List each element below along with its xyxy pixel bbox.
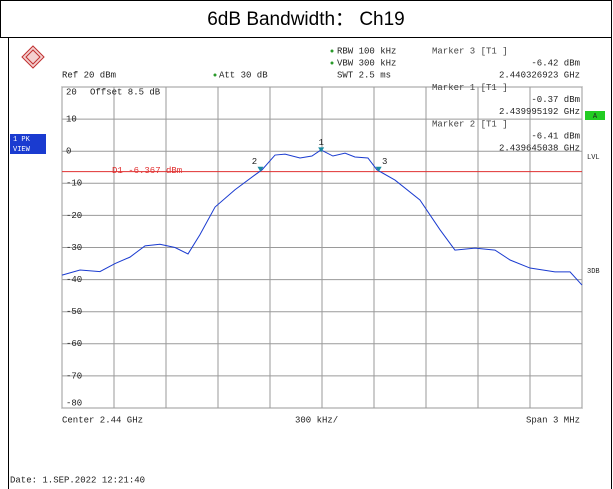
marker (375, 166, 382, 172)
trace (61, 149, 583, 286)
trace-box (10, 134, 46, 154)
rbw: RBW 100 kHz (337, 46, 396, 56)
plot: 20 10 0 -10 -20 -30 -40 -50 -60 -70 -80 D1 -6.367 d… (61, 86, 583, 409)
marker-name: Marker 3 [T1 ] (432, 46, 508, 56)
view-label: VIEW (13, 146, 31, 154)
vbw: VBW 300 kHz (337, 58, 396, 68)
center: Center 2.44 GHz (62, 415, 143, 425)
marker-name: Marker 1 [T1 ] (432, 83, 508, 93)
y-tick-label: -40 (66, 275, 82, 285)
per-div: 300 kHz/ (295, 415, 338, 425)
a-box (585, 111, 605, 120)
date: Date: 1.SEP.2022 12:21:40 (10, 475, 145, 485)
marker (318, 147, 325, 153)
ref-level: Ref 20 dBm (62, 70, 116, 80)
bullet (330, 61, 334, 65)
span: Span 3 MHz (526, 415, 580, 425)
bullet (330, 49, 334, 53)
marker-value: -0.37 dBm (531, 95, 580, 105)
bullet (213, 73, 217, 77)
marker-freq: 2.439645038 GHz (499, 143, 580, 153)
y-tick-label: 10 (66, 114, 77, 124)
marker-value: -6.41 dBm (531, 131, 580, 141)
marker-name: Marker 2 [T1 ] (432, 119, 508, 129)
trace-label: 1 PK (13, 136, 31, 144)
a-label: A (593, 113, 598, 121)
y-tick-label: 0 (66, 147, 71, 157)
display-line-label: D1 -6.367 dBm (112, 166, 182, 176)
marker-freq: 2.440326923 GHz (499, 70, 580, 80)
y-tick-label: -70 (66, 371, 82, 381)
lvl-label: LVL (587, 154, 600, 162)
y-tick-label: -80 (66, 398, 82, 408)
y-tick-label: -10 (66, 179, 82, 189)
y-tick-label: -20 (66, 211, 82, 221)
marker (257, 166, 264, 172)
offset: Offset 8.5 dB (90, 87, 161, 97)
marker-id: 2 (252, 157, 257, 167)
y-tick-label: 20 (66, 87, 77, 97)
logo (21, 45, 45, 69)
marker-id: 1 (318, 138, 323, 148)
marker-id: 3 (382, 157, 387, 167)
db3-label: 3DB (587, 268, 600, 276)
attenuation: Att 30 dB (219, 70, 268, 80)
marker-freq: 2.439995192 GHz (499, 107, 580, 117)
title: 6dB Bandwidth： Ch19 (207, 9, 405, 30)
marker-value: -6.42 dBm (531, 58, 580, 68)
y-tick-label: -50 (66, 307, 82, 317)
y-tick-label: -30 (66, 243, 82, 253)
title-cell (0, 0, 612, 38)
swt: SWT 2.5 ms (337, 70, 391, 80)
y-tick-label: -60 (66, 339, 82, 349)
